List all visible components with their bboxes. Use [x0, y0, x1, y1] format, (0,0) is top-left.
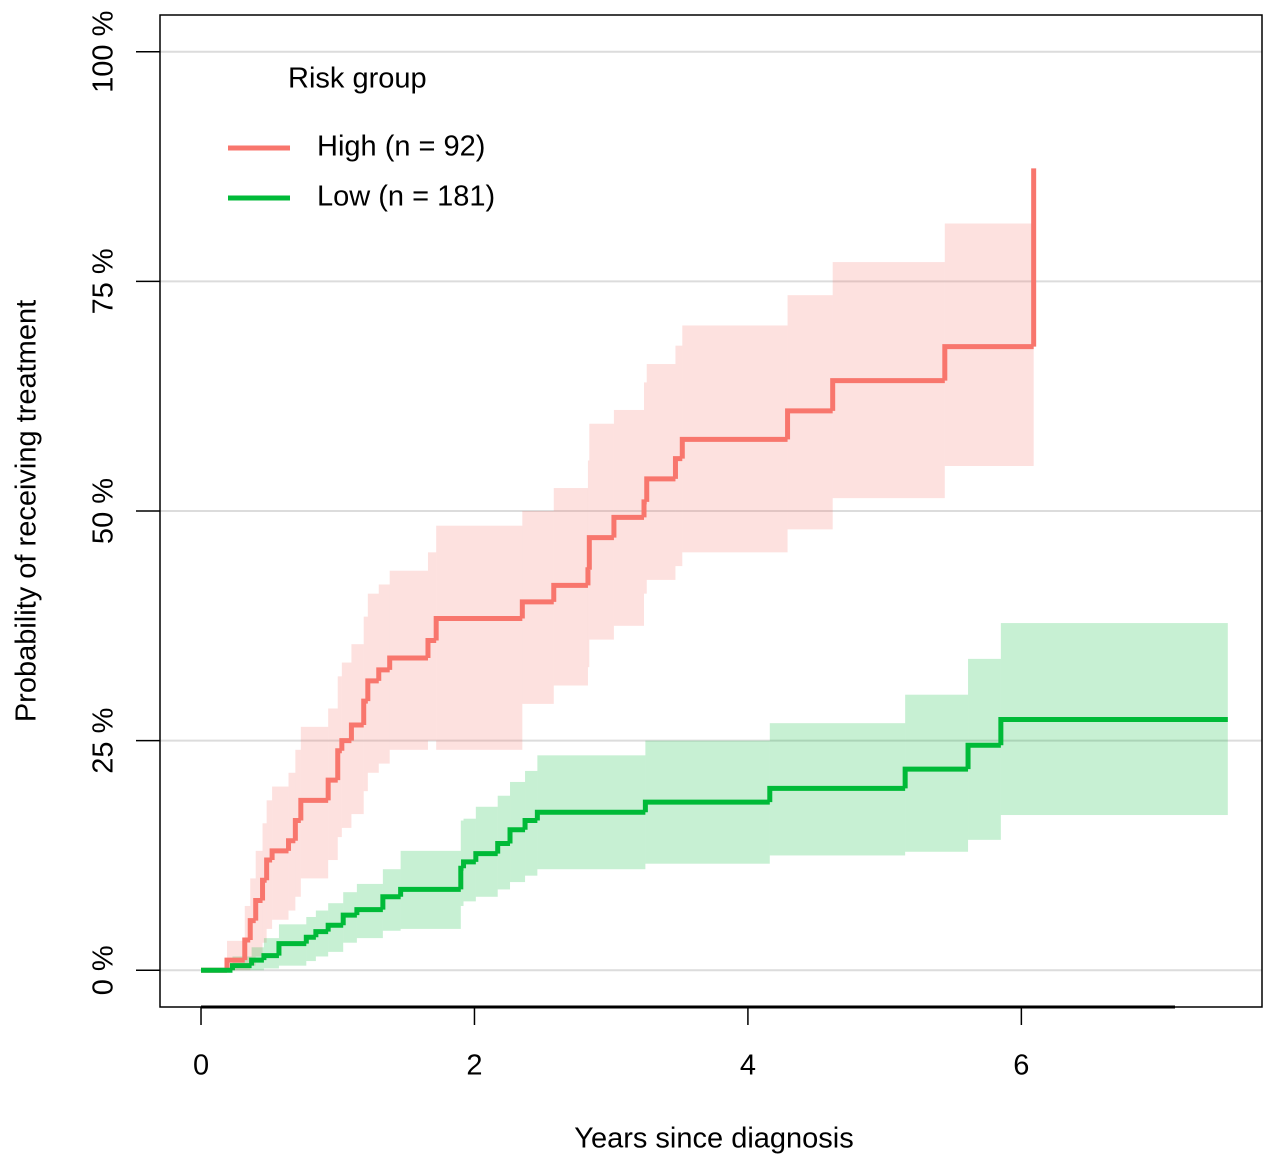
- confidence-band: [341, 662, 352, 828]
- step-line: [507, 827, 526, 844]
- step-line: [830, 378, 945, 411]
- y-tick-label: 0 %: [88, 945, 120, 995]
- step-line: [902, 766, 969, 789]
- step-line: [339, 738, 352, 751]
- step-line: [767, 785, 906, 803]
- legend-label: High (n = 92): [317, 131, 485, 163]
- confidence-band: [295, 749, 301, 897]
- step-line: [387, 655, 428, 670]
- confidence-band: [968, 658, 1001, 840]
- confidence-band: [646, 364, 676, 580]
- step-line: [380, 894, 401, 910]
- step-line: [611, 514, 645, 538]
- confidence-band: [436, 525, 523, 750]
- y-tick-label: 75 %: [88, 248, 120, 314]
- confidence-band: [226, 940, 245, 971]
- step-line: [534, 809, 646, 821]
- step-line: [365, 678, 379, 702]
- step-line: [519, 599, 554, 619]
- step-line: [641, 499, 647, 518]
- step-line: [495, 841, 511, 854]
- confidence-band: [328, 708, 338, 861]
- step-line: [292, 818, 301, 841]
- legend-label: Low (n = 181): [317, 181, 495, 213]
- step-line: [644, 476, 676, 502]
- confidence-band: [266, 800, 273, 929]
- step-line: [303, 934, 316, 944]
- step-line: [261, 953, 279, 961]
- step-line: [348, 722, 364, 741]
- confidence-band: [905, 694, 969, 852]
- confidence-band: [525, 770, 538, 876]
- confidence-band: [589, 423, 614, 640]
- step-line: [585, 567, 591, 586]
- step-line: [398, 886, 461, 897]
- step-line: [458, 865, 464, 890]
- legend-title: Risk group: [288, 63, 427, 95]
- step-line: [376, 667, 390, 681]
- step-line: [269, 848, 289, 861]
- step-line: [313, 929, 329, 938]
- step-line: [224, 957, 245, 971]
- step-line: [473, 851, 498, 862]
- confidence-band: [675, 345, 683, 567]
- x-tick-label: 0: [193, 1050, 209, 1082]
- step-line: [586, 535, 614, 570]
- confidence-band: [351, 644, 364, 815]
- y-axis-label: Probability of receiving treatment: [11, 300, 43, 722]
- step-line: [551, 582, 588, 602]
- step-line: [298, 797, 329, 821]
- step-line: [229, 963, 252, 971]
- step-line: [354, 907, 383, 916]
- y-tick-label: 25 %: [88, 708, 120, 774]
- confidence-band: [378, 584, 390, 764]
- step-line: [325, 777, 338, 801]
- step-line: [425, 638, 437, 658]
- step-line: [942, 344, 1034, 381]
- y-tick-label: 100 %: [88, 11, 120, 93]
- step-line: [276, 941, 307, 956]
- confidence-band: [427, 552, 437, 741]
- confidence-band: [255, 850, 263, 957]
- step-line: [461, 859, 476, 869]
- step-line: [522, 818, 538, 830]
- y-tick-label: 50 %: [88, 478, 120, 544]
- confidence-band: [382, 869, 401, 931]
- step-line: [642, 799, 770, 813]
- step-line: [998, 717, 1228, 746]
- x-tick-label: 2: [466, 1050, 482, 1082]
- step-line: [325, 922, 344, 932]
- x-tick-label: 6: [1013, 1050, 1029, 1082]
- step-line: [433, 615, 523, 641]
- x-axis-label: Years since diagnosis: [574, 1123, 853, 1155]
- step-line: [965, 742, 1001, 770]
- step-line: [785, 408, 833, 440]
- step-line: [679, 436, 788, 459]
- step-line: [249, 957, 264, 966]
- step-line: [340, 912, 357, 926]
- x-tick-label: 4: [740, 1050, 756, 1082]
- step-line: [253, 897, 263, 921]
- confidence-band: [522, 511, 554, 704]
